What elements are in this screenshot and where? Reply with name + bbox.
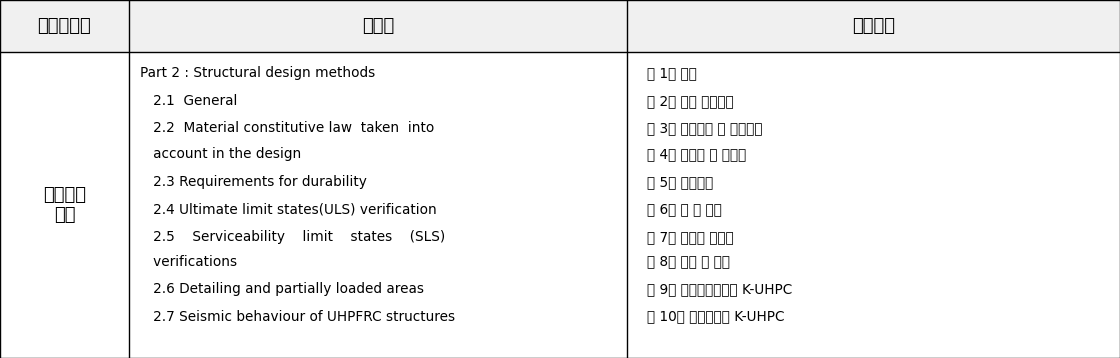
Text: 프랑스: 프랑스 bbox=[362, 17, 394, 35]
Text: verifications: verifications bbox=[140, 255, 237, 268]
Text: 2.4 Ultimate limit states(ULS) verification: 2.4 Ultimate limit states(ULS) verificat… bbox=[140, 203, 437, 217]
Text: 제 8장 정착 및 이음: 제 8장 정착 및 이음 bbox=[647, 255, 730, 268]
Text: 2.6 Detailing and partially loaded areas: 2.6 Detailing and partially loaded areas bbox=[140, 282, 424, 296]
Text: 제 4장 사용성 및 내구성: 제 4장 사용성 및 내구성 bbox=[647, 147, 747, 161]
Text: 설계권고안: 설계권고안 bbox=[38, 17, 91, 35]
Text: Part 2 : Structural design methods: Part 2 : Structural design methods bbox=[140, 66, 375, 80]
Text: 제 2장 설계 재료특성: 제 2장 설계 재료특성 bbox=[647, 94, 734, 108]
Text: account in the design: account in the design bbox=[140, 147, 301, 161]
Text: 상세: 상세 bbox=[54, 206, 75, 224]
Text: 제 5장 구조상세: 제 5장 구조상세 bbox=[647, 175, 713, 189]
Text: 구조설계: 구조설계 bbox=[43, 186, 86, 204]
Text: 2.1  General: 2.1 General bbox=[140, 94, 237, 108]
Text: 2.7 Seismic behaviour of UHPFRC structures: 2.7 Seismic behaviour of UHPFRC structur… bbox=[140, 310, 455, 324]
Text: 제 6장 휨 및 압축: 제 6장 휨 및 압축 bbox=[647, 203, 722, 217]
Text: 2.3 Requirements for durability: 2.3 Requirements for durability bbox=[140, 175, 367, 189]
Text: 대한민국: 대한민국 bbox=[852, 17, 895, 35]
Text: 제 7장 전단과 비틀림: 제 7장 전단과 비틀림 bbox=[647, 230, 734, 244]
Text: 2.2  Material constitutive law  taken  into: 2.2 Material constitutive law taken into bbox=[140, 121, 435, 135]
Text: 제 9장 프리스트레스트 K-UHPC: 제 9장 프리스트레스트 K-UHPC bbox=[647, 282, 793, 296]
Text: 2.5    Serviceability    limit    states    (SLS): 2.5 Serviceability limit states (SLS) bbox=[140, 230, 446, 244]
Text: 제 1장 총칙: 제 1장 총칙 bbox=[647, 66, 698, 80]
Polygon shape bbox=[0, 0, 1120, 52]
Text: 제 10장 프리캐스트 K-UHPC: 제 10장 프리캐스트 K-UHPC bbox=[647, 310, 785, 324]
Text: 제 3장 설계하중 및 하중조합: 제 3장 설계하중 및 하중조합 bbox=[647, 121, 763, 135]
